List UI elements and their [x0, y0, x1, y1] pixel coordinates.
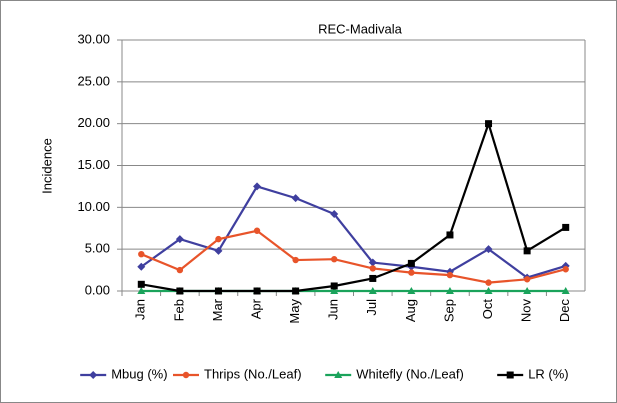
- legend-label: LR (%): [528, 366, 568, 381]
- x-tick-label: Dec: [557, 299, 572, 323]
- y-axis-label: Incidence: [39, 138, 54, 194]
- point: [445, 287, 454, 294]
- legend-marker: [89, 371, 98, 379]
- point: [176, 287, 184, 295]
- x-tick-label: Apr: [248, 298, 263, 319]
- y-tick-label: 15.00: [77, 157, 110, 172]
- point: [446, 271, 454, 279]
- series-line: [140, 229, 566, 284]
- legend-marker: [506, 371, 514, 379]
- point: [407, 287, 416, 294]
- x-tick-label: Aug: [403, 299, 418, 322]
- point: [561, 287, 570, 294]
- point: [215, 235, 222, 243]
- point: [137, 262, 146, 271]
- point: [214, 287, 222, 295]
- point: [523, 287, 532, 294]
- point: [484, 245, 493, 254]
- x-tick-label: Sep: [441, 299, 456, 322]
- point: [523, 276, 531, 283]
- point: [138, 250, 145, 258]
- x-tick-label: Jun: [326, 299, 341, 320]
- x-tick-label: Jan: [133, 299, 148, 320]
- point: [253, 182, 262, 191]
- point: [292, 256, 299, 264]
- x-tick-label: Feb: [171, 299, 186, 321]
- point: [369, 274, 377, 282]
- point: [214, 246, 223, 255]
- point: [484, 287, 493, 294]
- legend-marker: [182, 371, 190, 379]
- point: [253, 227, 261, 234]
- point: [253, 287, 261, 295]
- y-tick-label: 25.00: [77, 73, 110, 88]
- point: [408, 269, 415, 276]
- x-tick-label: Oct: [480, 299, 495, 320]
- point: [330, 210, 339, 219]
- x-tick-label: Jul: [364, 299, 379, 316]
- x-tick-label: Nov: [519, 299, 534, 323]
- series-line: [140, 185, 567, 279]
- legend-marker: [334, 371, 343, 378]
- y-tick-label: 20.00: [77, 115, 110, 130]
- y-tick-label: 5.00: [85, 241, 110, 256]
- point: [446, 231, 454, 239]
- point: [330, 282, 338, 290]
- point: [292, 287, 300, 295]
- point: [485, 120, 493, 128]
- legend-label: Mbug (%): [111, 366, 167, 381]
- point: [485, 279, 492, 286]
- legend-label: Whitefly (No./Leaf): [356, 366, 464, 381]
- x-tick-label: Mar: [210, 298, 225, 321]
- point: [562, 266, 569, 273]
- point: [368, 258, 377, 267]
- point: [291, 194, 300, 203]
- legend-label: Thrips (No./Leaf): [204, 366, 302, 381]
- point: [562, 223, 570, 231]
- point: [176, 266, 184, 274]
- y-tick-label: 30.00: [77, 31, 110, 46]
- point: [523, 247, 531, 255]
- chart-title: REC-Madivala: [318, 21, 403, 36]
- y-tick-label: 0.00: [85, 282, 110, 297]
- x-tick-label: May: [287, 299, 302, 324]
- point: [137, 287, 146, 294]
- series-line: [141, 120, 567, 293]
- point: [175, 235, 184, 244]
- y-tick-label: 10.00: [77, 199, 110, 214]
- point: [407, 259, 415, 267]
- point: [137, 280, 145, 288]
- point: [331, 256, 338, 263]
- point: [368, 287, 377, 294]
- point: [330, 287, 339, 294]
- point: [369, 265, 376, 272]
